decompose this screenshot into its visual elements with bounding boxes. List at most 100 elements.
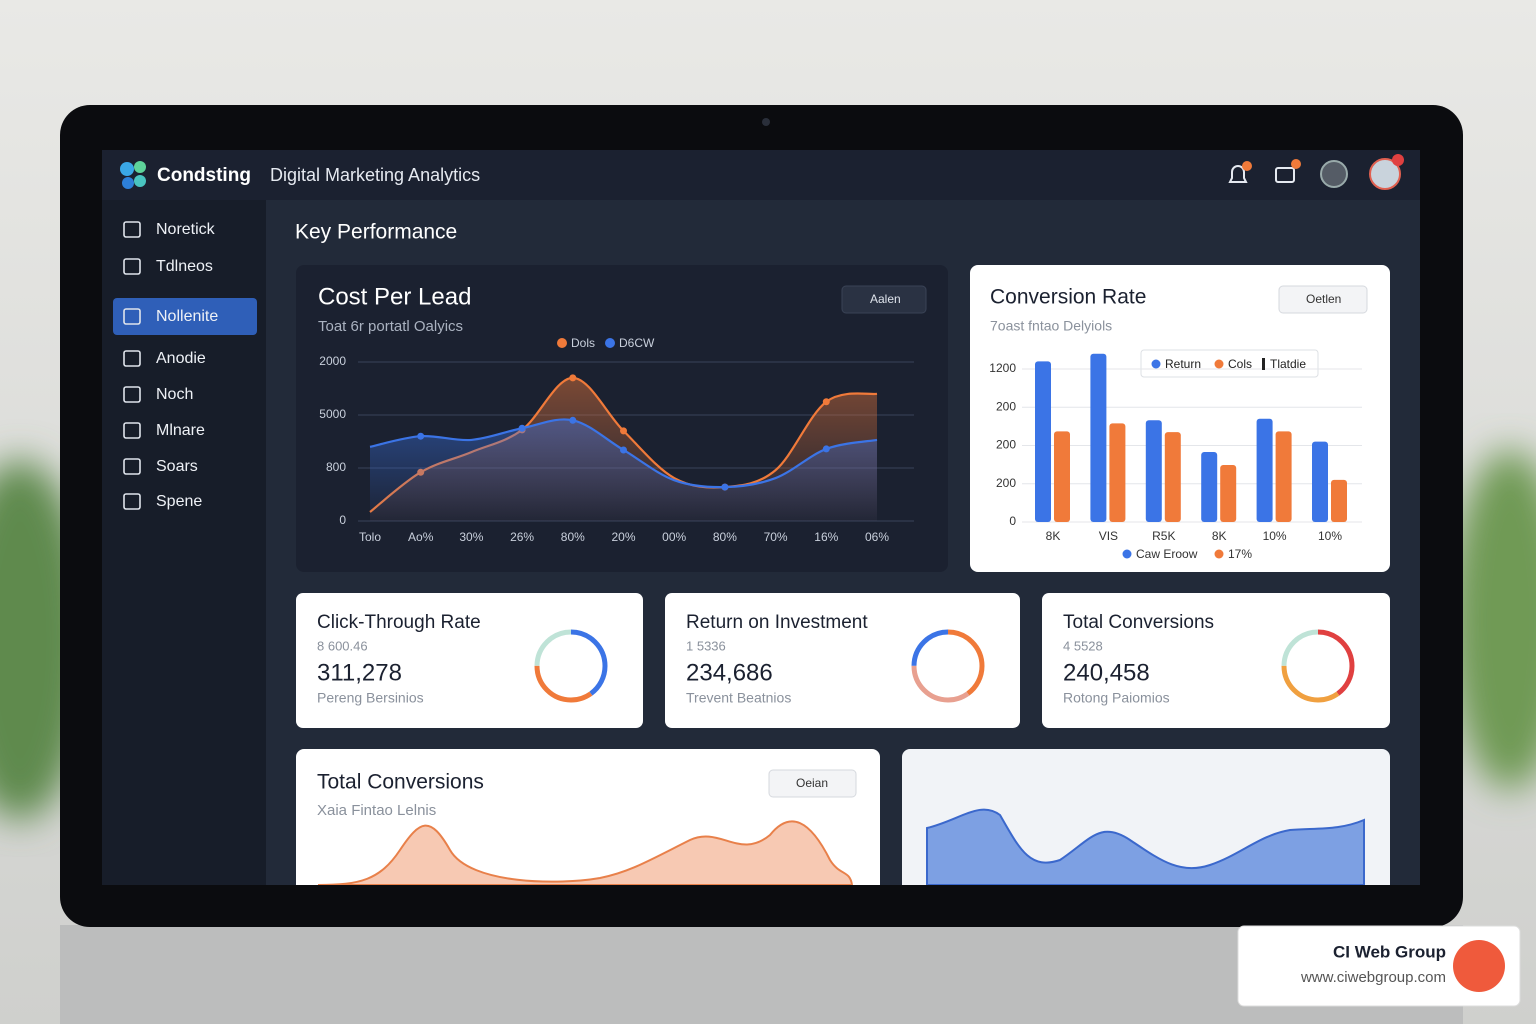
nav-item[interactable]: Soars bbox=[156, 458, 198, 475]
x-tick-label: 80% bbox=[561, 530, 585, 544]
top-bar bbox=[102, 150, 1420, 200]
kpi-footer: Trevent Beatnios bbox=[686, 690, 791, 706]
card-title: Cost Per Lead bbox=[318, 283, 471, 310]
legend-swatch bbox=[557, 338, 567, 348]
donut-arc bbox=[911, 629, 985, 703]
nav-item[interactable]: Spene bbox=[156, 493, 202, 510]
dropdown-label[interactable]: Oetlen bbox=[1306, 292, 1341, 306]
kpi-footer: Pereng Bersinios bbox=[317, 690, 424, 706]
dropdown[interactable] bbox=[841, 285, 927, 314]
nav-icon bbox=[123, 221, 141, 238]
card-title: Conversion Rate bbox=[990, 286, 1146, 309]
nav-item[interactable]: Tdlneos bbox=[156, 258, 213, 275]
area bbox=[370, 419, 877, 521]
x-tick-label: 8K bbox=[1212, 529, 1227, 543]
x-tick-label: 80% bbox=[713, 530, 737, 544]
card-subtitle: 7oast fntao Delyiols bbox=[990, 318, 1112, 334]
x-tick-label: R5K bbox=[1152, 529, 1175, 543]
decor-area bbox=[317, 820, 854, 885]
point bbox=[822, 398, 830, 406]
y-tick-label: 200 bbox=[996, 399, 1016, 413]
x-tick-label: 26% bbox=[510, 530, 534, 544]
nav-icon bbox=[123, 458, 141, 475]
donut-arc bbox=[534, 629, 608, 703]
donut-arc bbox=[534, 629, 608, 703]
legend-swatch bbox=[1151, 359, 1161, 369]
legend-label: Caw Eroow bbox=[1136, 547, 1198, 561]
kpi-title: Return on Investment bbox=[686, 612, 868, 633]
donut-arc bbox=[1281, 629, 1355, 703]
point bbox=[620, 446, 627, 454]
dropdown[interactable] bbox=[1278, 285, 1368, 314]
point bbox=[721, 483, 729, 491]
nav-item[interactable]: Noch bbox=[156, 386, 193, 403]
kpi-title: Total Conversions bbox=[1063, 612, 1214, 633]
dropdown[interactable] bbox=[768, 769, 857, 798]
x-tick-label: 10% bbox=[1263, 529, 1287, 543]
dropdown-label[interactable]: Oeian bbox=[796, 776, 828, 790]
app-title: Digital Marketing Analytics bbox=[270, 165, 480, 185]
nav-item[interactable]: Nollenite bbox=[156, 308, 218, 325]
watermark-logo bbox=[1453, 940, 1505, 992]
bar bbox=[1220, 465, 1237, 522]
brand: Condsting bbox=[157, 165, 251, 186]
x-tick-label: VIS bbox=[1099, 529, 1118, 543]
legend-label: Tlatdie bbox=[1270, 357, 1306, 371]
y-tick-label: 1200 bbox=[989, 361, 1016, 375]
nav-item[interactable]: Anodie bbox=[156, 350, 206, 367]
point bbox=[569, 416, 577, 424]
bar bbox=[1256, 418, 1273, 522]
nav-item[interactable]: Mlnare bbox=[156, 422, 205, 439]
legend-swatch bbox=[605, 338, 615, 348]
nav-icon bbox=[123, 258, 141, 275]
x-tick-label: 70% bbox=[764, 530, 788, 544]
logo bbox=[120, 161, 146, 189]
point bbox=[620, 427, 627, 435]
y-tick-label: 800 bbox=[326, 460, 346, 474]
kpi-value: 240,458 bbox=[1063, 659, 1150, 686]
legend-swatch bbox=[1122, 549, 1132, 559]
legend-swatch bbox=[1214, 359, 1224, 369]
screen: Condsting Digital Marketing Analytics Ke… bbox=[102, 150, 1420, 885]
x-tick-label: 30% bbox=[459, 530, 483, 544]
kpi-footer: Rotong Paiomios bbox=[1063, 690, 1170, 706]
stand bbox=[60, 925, 1463, 1029]
legend-label: Return bbox=[1165, 357, 1201, 371]
legend-label: Cols bbox=[1228, 357, 1252, 371]
kpi-subtitle: 1 5336 bbox=[686, 638, 726, 653]
bar bbox=[1275, 431, 1292, 522]
nav-icon bbox=[123, 308, 141, 325]
point bbox=[569, 374, 577, 382]
kpi-subtitle: 4 5528 bbox=[1063, 638, 1103, 653]
point bbox=[518, 424, 526, 432]
kpi-subtitle: 8 600.46 bbox=[317, 638, 368, 653]
card-title: Total Conversions bbox=[317, 771, 484, 794]
nav-item[interactable]: Noretick bbox=[156, 221, 216, 238]
kpi-value: 311,278 bbox=[317, 659, 402, 686]
bar bbox=[1331, 479, 1347, 522]
bar bbox=[1201, 452, 1218, 522]
x-tick-label: 20% bbox=[611, 530, 635, 544]
legend-swatch bbox=[1214, 549, 1224, 559]
x-tick-label: 8K bbox=[1046, 529, 1061, 543]
legend-label: 17% bbox=[1228, 547, 1252, 561]
legend-label: D6CW bbox=[619, 336, 655, 350]
kpi-title: Click-Through Rate bbox=[317, 612, 481, 633]
point bbox=[417, 432, 425, 440]
legend-swatch bbox=[1262, 358, 1265, 370]
y-tick-label: 200 bbox=[996, 438, 1016, 452]
nav-icon bbox=[123, 350, 141, 367]
bar bbox=[1145, 420, 1162, 522]
watermark-name: CI Web Group bbox=[1333, 942, 1446, 961]
dropdown-label[interactable]: Aalen bbox=[870, 292, 901, 306]
section-title: Key Performance bbox=[295, 221, 457, 244]
x-tick-label: Ao% bbox=[408, 530, 434, 544]
camera bbox=[762, 118, 770, 126]
point bbox=[822, 445, 830, 453]
legend-label: Dols bbox=[571, 336, 595, 350]
x-tick-label: Tolo bbox=[359, 530, 381, 544]
y-tick-label: 0 bbox=[1009, 514, 1016, 528]
bar bbox=[1109, 423, 1126, 522]
watermark-url: www.ciwebgroup.com bbox=[1300, 969, 1446, 986]
